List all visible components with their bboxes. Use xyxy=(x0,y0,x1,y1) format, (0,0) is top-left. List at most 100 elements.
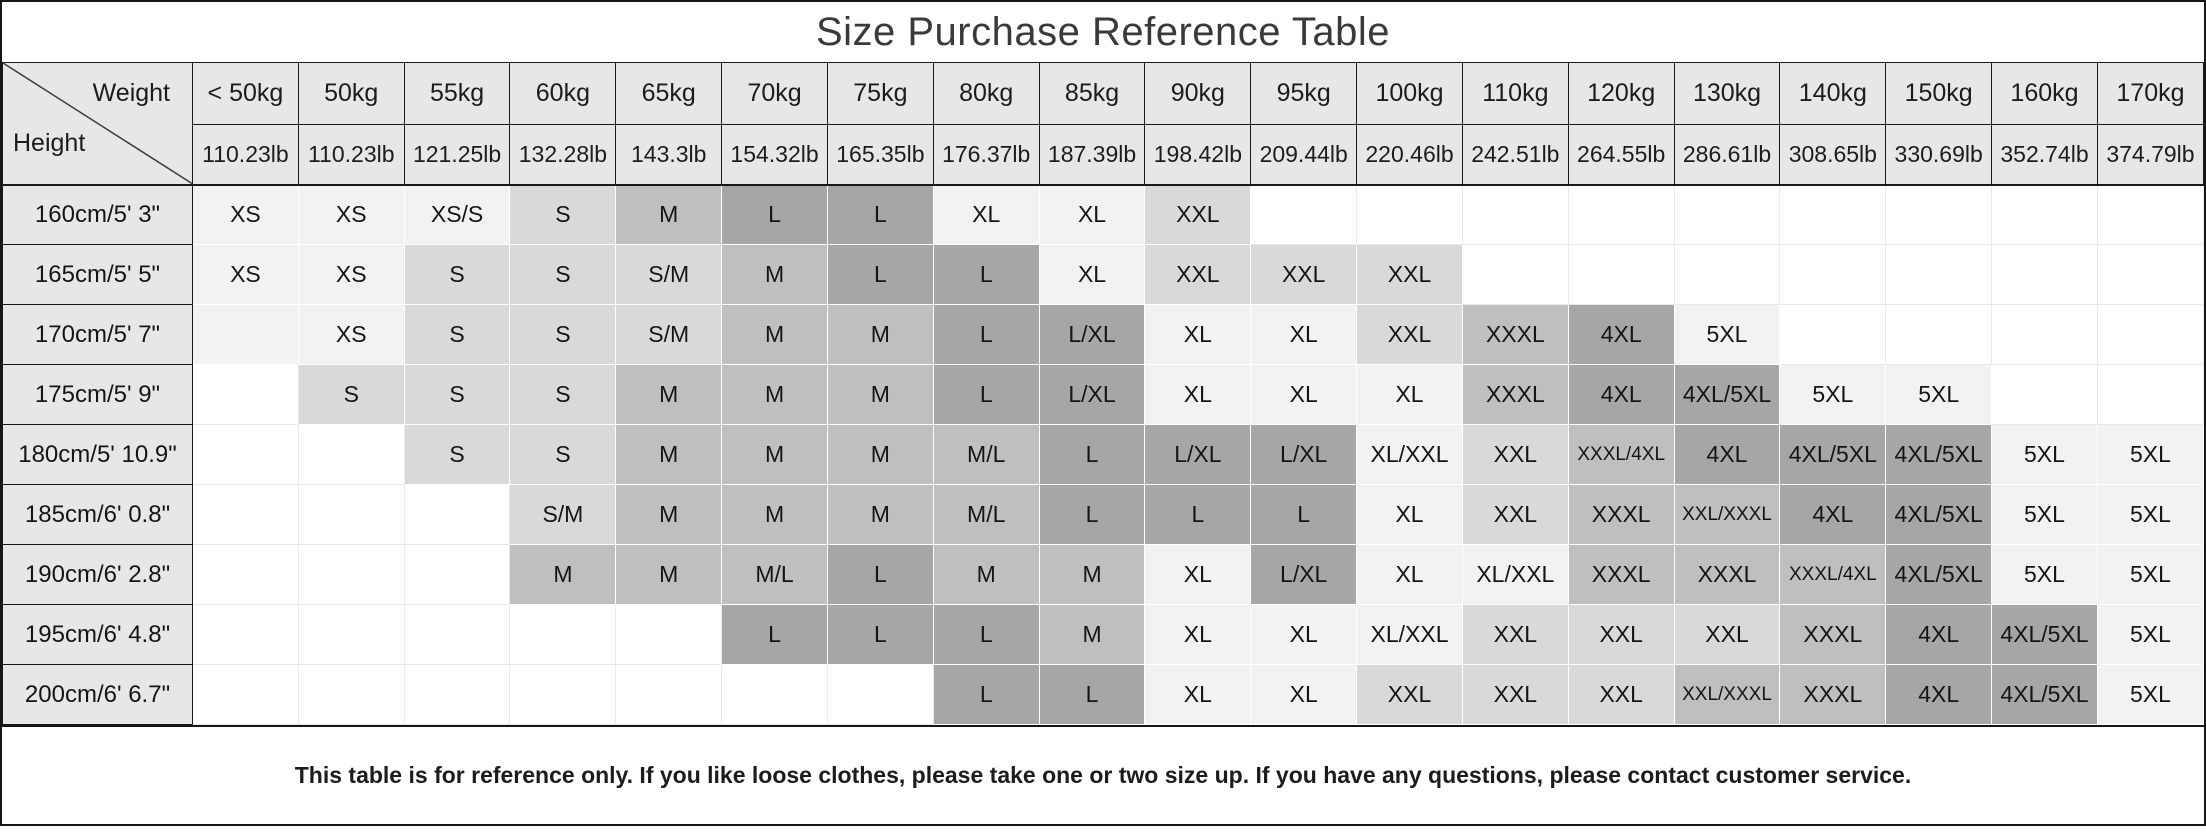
size-cell: XXL xyxy=(1461,664,1569,725)
empty-cell xyxy=(509,604,617,665)
col-header-lb: 352.74lb xyxy=(1991,124,2098,186)
size-cell: M xyxy=(1038,604,1146,665)
empty-cell xyxy=(403,484,511,545)
size-cell: XL xyxy=(1038,184,1146,245)
size-cell: 4XL/5XL xyxy=(1991,604,2098,665)
size-cell: 5XL xyxy=(1991,424,2098,485)
empty-cell xyxy=(1991,304,2098,365)
col-header-kg: 160kg xyxy=(1991,62,2098,125)
size-cell: L xyxy=(1038,424,1146,485)
size-cell: XL xyxy=(1144,304,1252,365)
size-cell: 4XL xyxy=(1885,664,1993,725)
size-cell: XXXL/4XL xyxy=(1779,544,1887,605)
size-cell: L xyxy=(1038,664,1146,725)
size-cell: XL xyxy=(1144,544,1252,605)
size-cell: 5XL xyxy=(2096,544,2205,605)
size-cell: 5XL xyxy=(1779,364,1887,425)
empty-cell xyxy=(192,364,299,425)
size-cell: M xyxy=(615,484,723,545)
empty-cell xyxy=(2096,244,2205,305)
size-cell: 4XL xyxy=(1567,364,1675,425)
empty-cell xyxy=(192,664,299,725)
size-cell: XS xyxy=(192,184,299,245)
corner-cell: Weight Height xyxy=(2,62,193,186)
empty-cell xyxy=(1991,244,2098,305)
size-cell: M xyxy=(1038,544,1146,605)
col-header-kg: 70kg xyxy=(721,62,828,125)
col-header-kg: 90kg xyxy=(1144,62,1252,125)
table-row: 190cm/6' 2.8" M M M/L L M M XL L/XL XL XL/XXL XXXL X… xyxy=(2,544,2205,605)
size-cell: S xyxy=(297,364,405,425)
size-cell: S xyxy=(509,364,617,425)
size-cell: M xyxy=(615,364,723,425)
table-row: 170cm/5' 7" XS S S S/M M M L L/XL XL XL XXL XXXL 4XL 5… xyxy=(2,304,2205,365)
size-cell: XL xyxy=(1144,604,1252,665)
size-cell: XXL xyxy=(1144,244,1252,305)
size-cell: 5XL xyxy=(1991,544,2098,605)
col-header-lb: 264.55lb xyxy=(1567,124,1675,186)
weight-lb-header-row: 110.23lb 110.23lb 121.25lb 132.28lb 143.3lb 1… xyxy=(3,124,2205,186)
size-cell: XXL xyxy=(1356,244,1463,305)
col-header-lb: 242.51lb xyxy=(1461,124,1569,186)
row-header-height: 180cm/5' 10.9" xyxy=(2,424,193,485)
col-header-lb: 132.28lb xyxy=(509,124,617,186)
size-cell: M xyxy=(932,544,1040,605)
empty-cell xyxy=(403,544,511,605)
size-cell: L xyxy=(932,244,1040,305)
size-cell: XXL xyxy=(1356,304,1463,365)
size-cell: 4XL xyxy=(1567,304,1675,365)
empty-cell xyxy=(1673,184,1781,245)
table-body: 160cm/5' 3" XS XS XS/S S M L L XL XL XXL 165cm/5' 5… xyxy=(2,184,2205,725)
size-cell: L xyxy=(932,664,1040,725)
size-cell: M xyxy=(826,304,934,365)
size-cell: XXL xyxy=(1250,244,1358,305)
size-cell: L/XL xyxy=(1250,544,1358,605)
size-cell: M xyxy=(615,544,723,605)
empty-cell xyxy=(826,664,934,725)
size-cell: XXL/XXXL xyxy=(1673,484,1781,545)
size-cell: L xyxy=(826,244,934,305)
empty-cell xyxy=(1461,244,1569,305)
size-cell: 4XL/5XL xyxy=(1991,664,2098,725)
footer-note: This table is for reference only. If you… xyxy=(2,725,2204,824)
size-cell: S/M xyxy=(615,244,723,305)
row-header-height: 185cm/6' 0.8" xyxy=(2,484,193,545)
size-cell: XL xyxy=(1356,484,1463,545)
size-cell: M xyxy=(615,424,723,485)
col-header-kg: 85kg xyxy=(1038,62,1146,125)
size-cell: XL xyxy=(1356,544,1463,605)
col-header-kg: 110kg xyxy=(1461,62,1569,125)
table-row: 185cm/6' 0.8" S/M M M M M/L L L L XL XXL XXXL XXL/XX… xyxy=(2,484,2205,545)
size-cell: XXL xyxy=(1461,424,1569,485)
size-cell: XS xyxy=(297,184,405,245)
empty-cell xyxy=(1673,244,1781,305)
empty-cell xyxy=(1885,304,1993,365)
size-cell: XXXL xyxy=(1461,304,1569,365)
size-cell: XL xyxy=(1250,604,1358,665)
height-axis-label: Height xyxy=(13,128,86,157)
empty-cell xyxy=(192,544,299,605)
col-header-kg: 75kg xyxy=(826,62,934,125)
size-cell: S xyxy=(403,244,511,305)
col-header-kg: 60kg xyxy=(509,62,617,125)
size-cell: M xyxy=(826,364,934,425)
size-cell: XS xyxy=(297,304,405,365)
size-cell: XXL xyxy=(1461,484,1569,545)
size-cell: 5XL xyxy=(1885,364,1993,425)
size-cell: XXL xyxy=(1356,664,1463,725)
size-cell: XXXL xyxy=(1567,544,1675,605)
size-cell: 5XL xyxy=(1991,484,2098,545)
size-cell: 4XL xyxy=(1779,484,1887,545)
row-header-height: 165cm/5' 5" xyxy=(2,244,193,305)
empty-cell xyxy=(1885,184,1993,245)
empty-cell xyxy=(1567,184,1675,245)
page-title: Size Purchase Reference Table xyxy=(815,9,1391,54)
size-cell: L xyxy=(826,544,934,605)
size-cell: XXXL xyxy=(1673,544,1781,605)
size-cell: L xyxy=(826,184,934,245)
size-cell: 5XL xyxy=(2096,484,2205,545)
col-header-lb: 220.46lb xyxy=(1356,124,1463,186)
size-cell: XL/XXL xyxy=(1461,544,1569,605)
